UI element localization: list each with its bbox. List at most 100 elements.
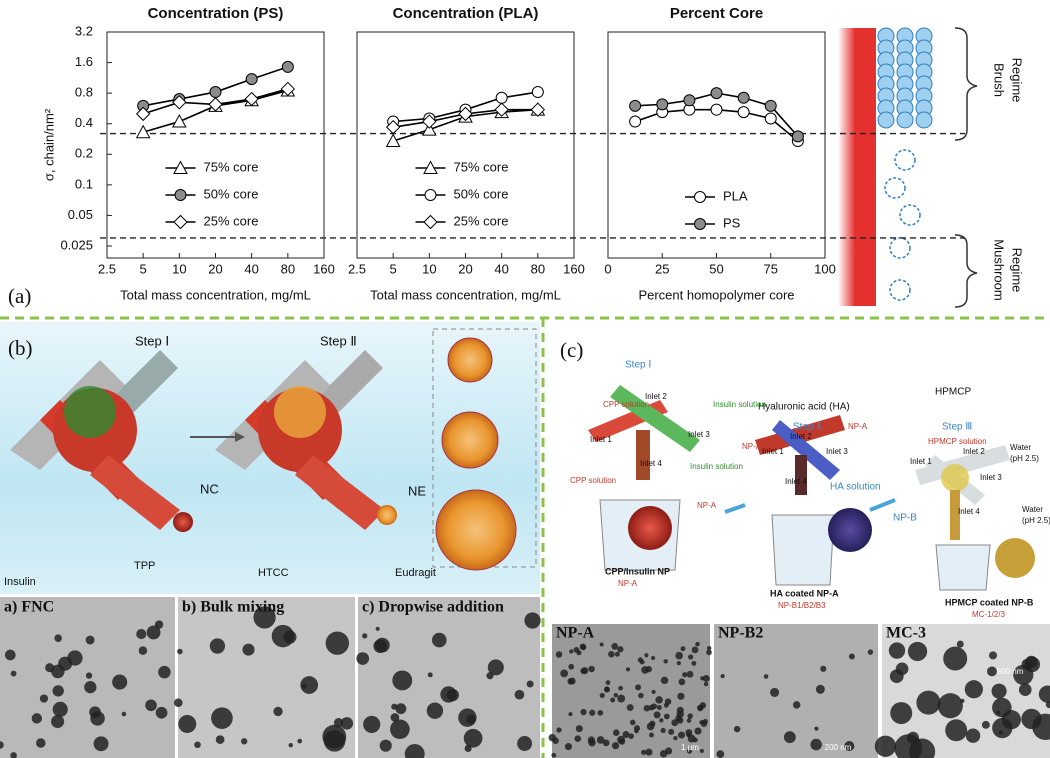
micrograph [714,624,878,758]
chart-title: Percent Core [670,5,763,22]
particle [322,724,347,749]
particle [988,651,998,660]
particle [524,612,541,629]
x-tick-label: 80 [531,261,545,276]
diagram-label: Step Ⅱ [793,422,821,433]
x-tick-label: 100 [814,261,836,276]
particle [404,744,425,758]
legend-marker [694,191,706,203]
legend-label: 25% core [204,213,259,228]
particle [659,718,664,723]
particle [676,661,681,666]
brace [954,27,978,141]
particle [625,667,631,672]
particle [51,715,65,729]
particle [702,674,710,682]
marker [629,99,642,112]
particle [608,650,615,658]
polymer-chains [877,27,933,301]
particle [4,649,16,661]
diagram-label: HPMCP coated NP-B [945,597,1034,607]
particle [173,512,193,532]
particle [121,711,127,717]
particle [677,717,684,724]
particle [297,738,303,744]
marker [531,86,544,99]
marker [422,114,437,129]
diagram-label: CPP solution [603,400,649,409]
particle [375,626,380,631]
particle [644,653,649,658]
particle [641,749,647,755]
nanoparticle [628,506,672,550]
diagram-label: MC-1/2/3 [972,610,1005,619]
diagram-label: Insulin solution [713,400,766,409]
legend-marker [174,189,187,201]
particle [596,736,605,744]
micrograph-label: NP-B2 [718,625,763,642]
particle [560,669,569,678]
diagram-label: Water [1022,505,1043,514]
micrograph-label: MC-3 [886,625,926,642]
particle [597,709,604,716]
particle [575,725,583,733]
particle [589,709,596,716]
y-tick-label: 0.1 [75,176,93,191]
x-axis-title: Total mass concentration, mg/mL [370,287,561,302]
diagram-label: NP-B1/B2/B3 [778,601,826,610]
chain-blob [899,204,921,226]
diagram-label: HPMCP [935,387,971,398]
particle [699,748,704,754]
particle [659,750,668,758]
particle [446,688,460,702]
particle [965,728,981,743]
particle [579,643,587,650]
legend-label: PLA [723,188,748,203]
chart-title: Concentration (PLA) [393,5,539,22]
particle [31,713,43,724]
particle [177,648,183,655]
mixer [755,415,872,586]
annotation: NE [408,483,426,498]
particle [703,681,709,687]
marker [385,119,401,135]
particle [552,737,559,744]
particle [991,683,1007,699]
y-axis-title: σ, chain/nm² [41,108,56,181]
y-tick-label: 3.2 [75,23,93,38]
particle [688,654,694,660]
particle [945,719,968,742]
particle [686,718,692,723]
mixer [215,350,385,530]
scale-label: 200 nm [825,743,852,752]
particle [273,706,283,717]
legend-marker [423,214,438,230]
marker [281,60,294,73]
scale-label: 500 nm [997,667,1024,676]
grafting-surface [838,28,876,306]
particle [556,727,562,733]
particle [686,670,694,678]
nanoparticle [995,538,1035,578]
marker [764,112,777,125]
regime-label: Regime [1010,58,1025,103]
particle [691,660,697,666]
diagram-label: CPP solution [570,476,616,485]
particle [588,665,595,673]
particle [288,742,293,748]
regime-label: Brush [992,63,1007,97]
particle [67,650,83,666]
particle [242,643,255,656]
particle [626,704,634,711]
particle [253,606,276,629]
particle [770,687,780,697]
nanoparticle [447,337,493,383]
particle [694,727,702,735]
particle [618,738,626,745]
x-tick-label: 160 [563,261,585,276]
particle [155,706,168,719]
particle [645,748,653,756]
particle [517,736,533,751]
particle [241,738,248,745]
particle [136,628,147,640]
